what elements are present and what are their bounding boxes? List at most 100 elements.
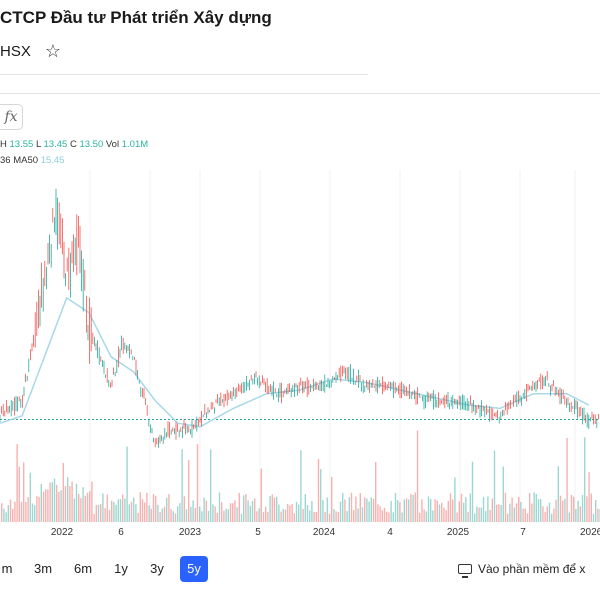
volume-bar xyxy=(458,501,460,522)
volume-bar xyxy=(597,508,599,522)
volume-bar xyxy=(58,491,60,522)
volume-bar xyxy=(553,508,555,522)
volume-bar xyxy=(194,507,196,522)
volume-bar xyxy=(225,508,227,522)
volume-bar xyxy=(245,493,247,522)
volume-bar xyxy=(298,504,300,522)
volume-bar xyxy=(111,500,113,522)
volume-bar xyxy=(515,503,518,522)
volume-bar xyxy=(394,493,397,522)
x-tick-label: 2026 xyxy=(580,527,600,538)
volume-bar xyxy=(577,500,579,522)
volume-bar xyxy=(540,499,542,522)
volume-bar xyxy=(172,511,174,522)
volume-bar xyxy=(309,510,311,522)
indicators-button[interactable]: fx xyxy=(0,104,23,130)
ohlc-legend: H 13.55 L 13.45 C 13.50 Vol 1.01M xyxy=(0,139,148,150)
price-chart[interactable] xyxy=(0,170,600,522)
volume-bar xyxy=(234,500,236,522)
volume-bar xyxy=(100,504,102,522)
range-button-1m[interactable]: m xyxy=(1,561,13,576)
volume-bar xyxy=(498,504,500,522)
volume-bar xyxy=(86,492,89,522)
volume-bar xyxy=(207,510,210,522)
volume-bar xyxy=(304,494,306,522)
range-button-5y[interactable]: 5y xyxy=(180,556,208,582)
volume-bar xyxy=(12,508,14,522)
volume-bar xyxy=(135,504,137,522)
volume-bar xyxy=(306,504,309,522)
volume-bar xyxy=(370,497,372,522)
volume-bar xyxy=(293,513,295,522)
chart-top-border xyxy=(0,93,600,94)
x-axis: 2022 6 2023 5 2024 4 2025 7 2026 xyxy=(0,527,600,541)
volume-bar xyxy=(150,508,152,522)
volume-bar xyxy=(40,484,42,522)
volume-bar xyxy=(522,508,524,522)
launch-app-link[interactable]: Vào phần mềm để x xyxy=(458,562,586,578)
volume-bar xyxy=(401,512,403,522)
volume-bar xyxy=(89,491,91,522)
volume-bar xyxy=(69,486,71,522)
volume-bar xyxy=(38,497,40,522)
volume-bar xyxy=(163,506,166,522)
volume-bar xyxy=(1,503,3,522)
volume-bar xyxy=(412,494,414,522)
volume-bar xyxy=(568,512,570,522)
volume-bar xyxy=(73,498,75,522)
volume-bar xyxy=(337,512,339,522)
volume-bar xyxy=(388,512,390,522)
volume-bar xyxy=(295,501,298,522)
volume-bar xyxy=(322,500,324,522)
volume-bar xyxy=(324,511,326,522)
star-icon[interactable]: ☆ xyxy=(44,41,61,61)
range-button-3y[interactable]: 3y xyxy=(150,561,164,576)
volume-bar xyxy=(502,466,504,522)
x-tick-label: 4 xyxy=(387,527,393,538)
volume-bar xyxy=(49,482,51,522)
volume-bar xyxy=(403,499,405,522)
volume-bar xyxy=(159,512,161,522)
volume-bar xyxy=(410,494,412,522)
volume-bar xyxy=(282,509,284,522)
volume-bar xyxy=(203,497,205,522)
range-button-6m[interactable]: 6m xyxy=(73,561,93,576)
volume-bar xyxy=(34,505,36,522)
x-tick-label: 2023 xyxy=(178,527,202,538)
volume-bar xyxy=(291,504,293,522)
volume-bar xyxy=(91,481,93,522)
vol-value: 1.01M xyxy=(121,139,149,150)
volume-bar xyxy=(399,502,401,522)
volume-bar xyxy=(56,484,58,522)
volume-bar xyxy=(254,498,256,522)
volume-bar xyxy=(185,509,188,522)
volume-bar xyxy=(595,500,597,522)
volume-bar xyxy=(311,501,313,522)
volume-bar xyxy=(177,506,179,522)
volume-bar xyxy=(491,498,493,522)
volume-bar xyxy=(581,495,584,522)
volume-bar xyxy=(434,499,436,522)
ma-legend: 36 MA50 15.45 xyxy=(0,155,64,166)
range-button-3m[interactable]: 3m xyxy=(33,561,53,576)
volume-bar xyxy=(130,501,133,522)
volume-bar xyxy=(438,504,441,522)
range-button-1y[interactable]: 1y xyxy=(114,561,128,576)
volume-bar xyxy=(16,444,18,522)
volume-bar xyxy=(421,499,423,522)
volume-bar xyxy=(430,499,432,522)
volume-bar xyxy=(80,498,82,522)
volume-bar xyxy=(25,502,27,522)
volume-bar xyxy=(60,490,62,522)
volume-bar xyxy=(548,502,551,522)
volume-bar xyxy=(375,462,377,522)
volume-bar xyxy=(562,500,564,522)
volume-bar xyxy=(359,493,361,522)
volume-bar xyxy=(188,460,190,522)
volume-bar xyxy=(276,496,278,522)
volume-bar xyxy=(93,514,95,522)
volume-bar xyxy=(137,512,139,522)
volume-bar xyxy=(529,492,531,522)
volume-bar xyxy=(302,509,304,522)
launch-label: Vào phần mềm để x xyxy=(478,562,586,576)
